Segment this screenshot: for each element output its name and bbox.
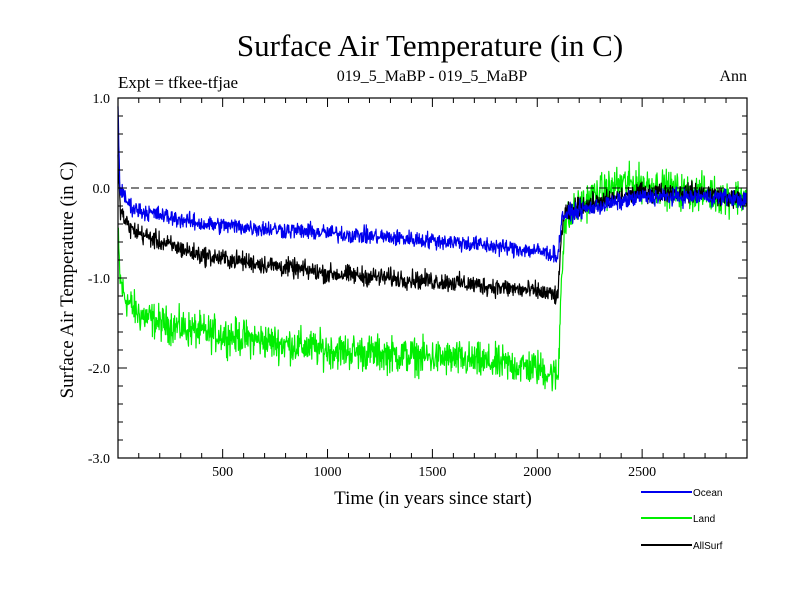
y-tick-label: -1.0 xyxy=(88,272,110,287)
x-tick-label: 1000 xyxy=(314,465,342,480)
x-tick-label: 500 xyxy=(212,465,233,480)
x-tick-label: 2500 xyxy=(628,465,656,480)
legend: Ocean Land AllSurf xyxy=(641,488,723,552)
x-tick-label: 1500 xyxy=(418,465,446,480)
y-tick-label: -3.0 xyxy=(88,452,110,467)
series-line-allsurf xyxy=(117,154,748,305)
x-axis-label: Time (in years since start) xyxy=(334,488,532,509)
series-line-ocean xyxy=(117,106,748,263)
x-tick-label: 2000 xyxy=(523,465,551,480)
subtitle-center: 019_5_MaBP - 019_5_MaBP xyxy=(337,68,528,85)
series-line-land xyxy=(117,160,748,392)
subtitle-left: Expt = tfkee-tfjae xyxy=(118,73,238,92)
y-axis-label: Surface Air Temperature (in C) xyxy=(57,162,78,399)
series-layer xyxy=(117,106,748,392)
legend-label-allsurf: AllSurf xyxy=(693,541,723,552)
subtitle-right: Ann xyxy=(719,68,747,85)
legend-label-ocean: Ocean xyxy=(693,488,722,499)
ticks-layer xyxy=(118,97,747,459)
tick-labels-layer: 500 1000 1500 2000 2500 1.0 0.0 -1.0 -2.0 -3.0 xyxy=(88,92,656,480)
chart-title: Surface Air Temperature (in C) xyxy=(237,28,623,63)
y-tick-label: 1.0 xyxy=(93,92,111,107)
plot-frame xyxy=(117,97,748,459)
y-tick-label: -2.0 xyxy=(88,362,110,377)
y-tick-label: 0.0 xyxy=(93,182,111,197)
legend-label-land: Land xyxy=(693,514,715,525)
